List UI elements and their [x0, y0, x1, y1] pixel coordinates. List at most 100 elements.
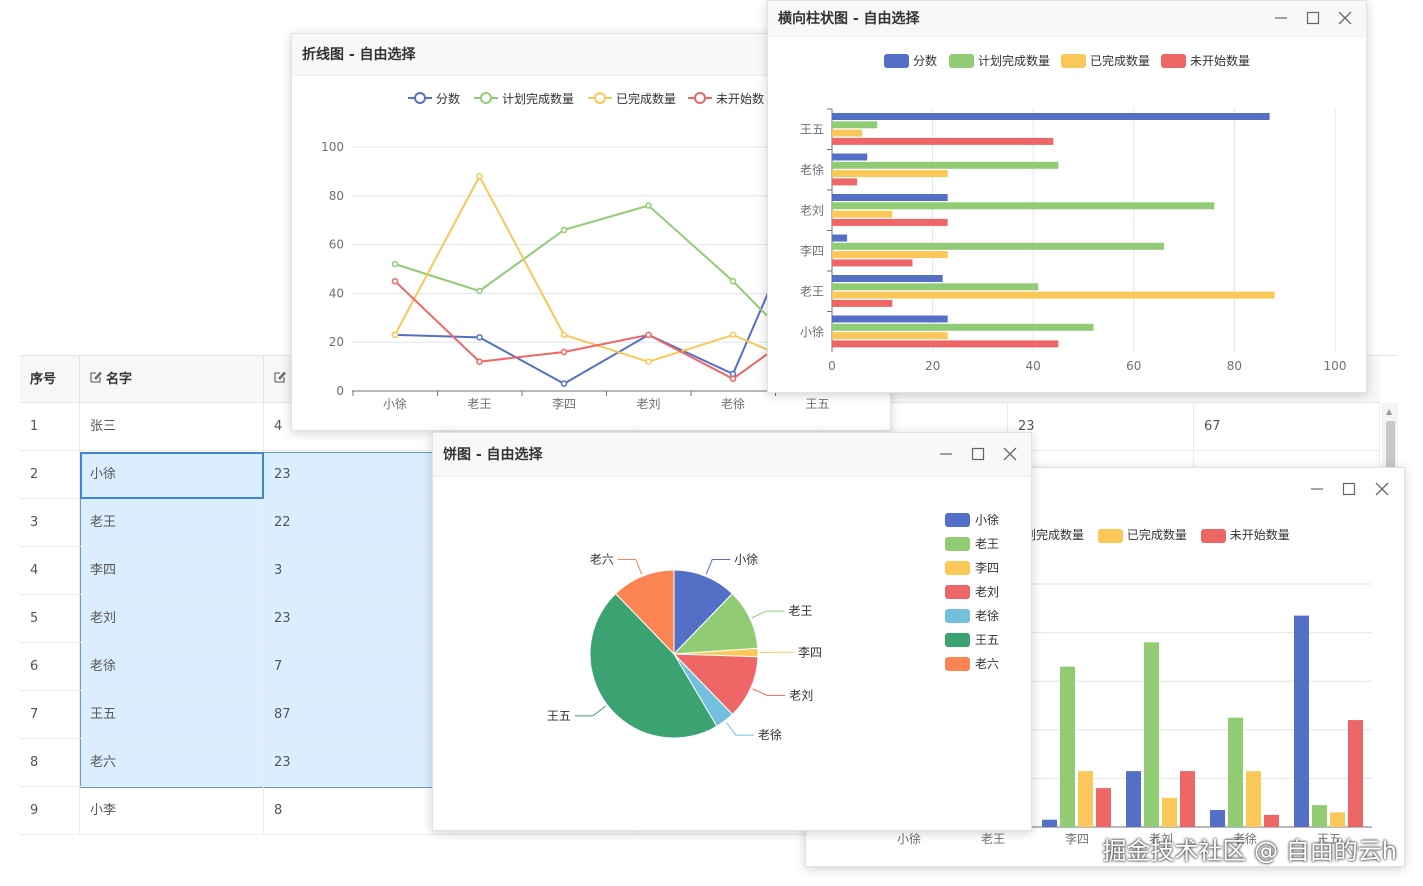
data-point — [476, 334, 483, 341]
table-cell[interactable]: 23 — [264, 451, 450, 499]
y-tick-label: 100 — [321, 140, 344, 154]
table-cell[interactable]: 8 — [264, 787, 450, 835]
legend-label: 老刘 — [975, 585, 999, 599]
data-point — [391, 277, 399, 285]
bar — [832, 194, 948, 201]
x-tick-label: 李四 — [552, 396, 576, 411]
minimize-icon[interactable] — [933, 441, 959, 467]
table-cell[interactable]: 2 — [20, 451, 80, 499]
bar — [1078, 771, 1093, 827]
table-cell[interactable]: 23 — [1008, 403, 1194, 451]
bar — [1144, 642, 1159, 827]
table-cell[interactable]: 5 — [20, 595, 80, 643]
active-cell[interactable] — [80, 452, 264, 499]
table-cell[interactable]: 67 — [1194, 403, 1380, 451]
hbar-window[interactable]: 横向柱状图 - 自由选择 0 20 40 60 80 100 小徐 老王 李四 老刘 老徐 王五 分数 计… — [767, 0, 1367, 393]
series-line — [394, 174, 818, 373]
legend-label: 老徐 — [975, 608, 999, 623]
slice-label: 王五 — [547, 709, 571, 723]
table-cell[interactable]: 老六 — [80, 739, 264, 787]
hbar-window-title: 横向柱状图 - 自由选择 — [778, 11, 920, 27]
y-tick-label: 老刘 — [800, 203, 824, 217]
minimize-icon[interactable] — [1268, 5, 1294, 31]
bar — [1330, 812, 1345, 827]
table-cell[interactable]: 87 — [264, 691, 450, 739]
legend-label: 已完成数量 — [1126, 528, 1187, 542]
header-name[interactable]: 名字 — [80, 356, 264, 403]
data-point — [729, 277, 737, 285]
pie-window[interactable]: 饼图 - 自由选择 小徐 小徐 老王 老王 李四 李四 老刘 老刘 老徐 老徐 王五 王五 老六 老六 — [432, 432, 1032, 831]
table-cell[interactable]: 23 — [264, 595, 450, 643]
table-cell[interactable]: 22 — [264, 499, 450, 547]
table-cell[interactable]: 8 — [20, 739, 80, 787]
pie-slice — [589, 592, 718, 739]
legend-label: 李四 — [975, 560, 999, 575]
bar — [1210, 809, 1225, 827]
bar — [832, 234, 848, 242]
legend-label: 已完成数量 — [616, 91, 676, 106]
table-cell[interactable]: 9 — [20, 787, 80, 835]
minimize-icon[interactable] — [1304, 476, 1330, 502]
maximize-icon[interactable] — [1300, 5, 1326, 31]
series-line — [394, 204, 819, 368]
x-tick-label: 40 — [1026, 359, 1041, 373]
legend-item[interactable]: 未开始数量 — [1200, 526, 1290, 543]
legend-swatch — [1161, 54, 1186, 68]
table-cell[interactable]: 3 — [20, 499, 80, 547]
slice-label: 李四 — [798, 644, 822, 659]
x-tick-label: 老徐 — [721, 396, 745, 411]
series-line — [394, 178, 819, 385]
legend-item[interactable]: 划完成数量 — [1024, 526, 1084, 543]
table-cell[interactable] — [822, 403, 1008, 451]
bar — [1246, 771, 1261, 827]
legend-label: 王五 — [975, 633, 999, 647]
close-icon[interactable] — [1369, 476, 1395, 502]
header-index[interactable]: 序号 — [20, 356, 80, 403]
x-tick-label: 老王 — [981, 832, 1005, 846]
bar — [1096, 788, 1111, 827]
legend-label: 计划完成数量 — [502, 91, 574, 106]
bar — [1348, 720, 1363, 827]
table-cell[interactable]: 小李 — [80, 787, 264, 835]
scroll-up-icon[interactable]: ▲ — [1386, 407, 1393, 416]
table-cell[interactable]: 老刘 — [80, 595, 264, 643]
table-cell[interactable]: 7 — [264, 643, 450, 691]
table-cell[interactable]: 23 — [264, 739, 450, 787]
legend-label: 分数 — [436, 91, 460, 106]
slice-label: 小徐 — [734, 551, 758, 566]
bar — [832, 275, 943, 282]
table-cell[interactable]: 王五 — [80, 691, 264, 739]
table-cell[interactable]: 6 — [20, 643, 80, 691]
legend-swatch — [1200, 528, 1226, 543]
table-cell[interactable]: 张三 — [80, 403, 264, 451]
maximize-icon[interactable] — [965, 441, 991, 467]
y-tick-label: 80 — [329, 189, 344, 203]
pie-title-bar[interactable]: 饼图 - 自由选择 — [433, 433, 1031, 477]
legend-label: 老王 — [975, 537, 999, 551]
legend-marker — [414, 92, 426, 104]
legend-swatch — [949, 54, 974, 68]
table-cell[interactable]: 老王 — [80, 499, 264, 547]
table-cell[interactable]: 1 — [20, 403, 80, 451]
hbar-title-bar[interactable]: 横向柱状图 - 自由选择 — [768, 1, 1366, 37]
table-cell[interactable]: 4 — [20, 547, 80, 595]
x-tick-label: 20 — [925, 359, 940, 373]
legend-label: 小徐 — [975, 512, 999, 527]
table-cell[interactable]: 3 — [264, 547, 450, 595]
legend-item[interactable]: 已完成数量 — [1097, 526, 1187, 543]
data-point — [729, 375, 737, 383]
y-tick-label: 老徐 — [800, 162, 824, 177]
table-cell[interactable]: 李四 — [80, 547, 264, 595]
table-cell[interactable]: 老徐 — [80, 643, 264, 691]
close-icon[interactable] — [997, 441, 1023, 467]
label-line — [617, 558, 643, 575]
close-icon[interactable] — [1332, 5, 1358, 31]
data-point — [645, 202, 652, 209]
hbar-chart: 0 20 40 60 80 100 小徐 老王 李四 老刘 老徐 王五 分数 计划完成数量 已完成数量 未开始… — [800, 53, 1346, 373]
x-tick-label: 李四 — [1065, 831, 1089, 846]
header-name-label: 名字 — [106, 372, 133, 387]
scroll-thumb[interactable] — [1386, 421, 1395, 481]
maximize-icon[interactable] — [1336, 476, 1362, 502]
table-cell[interactable]: 7 — [20, 691, 80, 739]
